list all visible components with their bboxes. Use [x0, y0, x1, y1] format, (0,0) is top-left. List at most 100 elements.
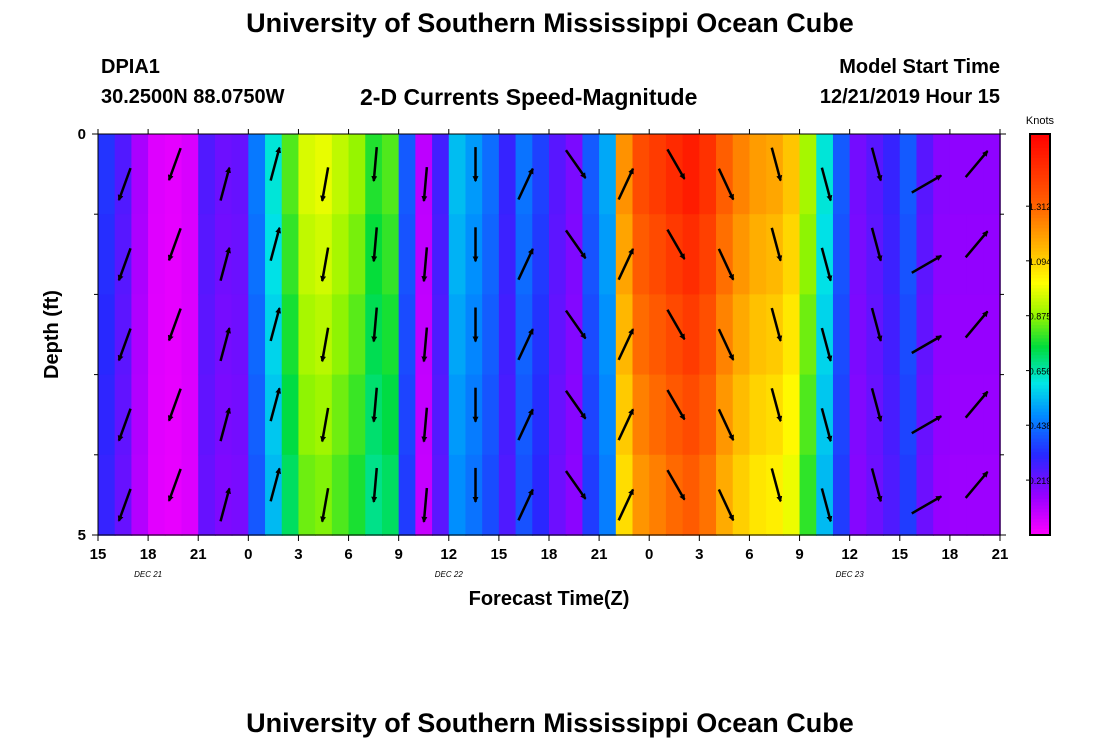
colorbar-swatch: [1030, 184, 1050, 189]
colorbar-swatch: [1030, 518, 1050, 523]
heatmap-cell: [699, 294, 717, 376]
heatmap-cell: [114, 214, 133, 296]
heatmap-cell: [398, 374, 417, 456]
heatmap-cell: [983, 214, 1001, 296]
current-arrow: [911, 254, 943, 274]
heatmap-cell: [498, 294, 517, 376]
heatmap-cell: [231, 294, 250, 376]
heatmap-cell: [766, 374, 784, 456]
current-arrow: [117, 167, 132, 202]
colorbar-swatch: [1030, 324, 1050, 329]
heatmap-cell: [498, 454, 517, 536]
heatmap-cell: [649, 214, 667, 296]
colorbar-swatch: [1030, 521, 1050, 526]
heatmap-cell: [131, 134, 149, 215]
station-id: DPIA1: [101, 56, 160, 78]
heatmap-cell: [415, 214, 433, 296]
heatmap-cell: [849, 214, 868, 296]
model-start-label: Model Start Time: [839, 56, 1000, 78]
colorbar-swatch: [1030, 514, 1050, 519]
heatmap-cell: [181, 454, 200, 536]
heatmap-cell: [832, 214, 851, 296]
heatmap-cell: [699, 134, 717, 215]
colorbar-swatch: [1030, 154, 1050, 158]
heatmap-cell: [832, 374, 851, 456]
current-arrow: [617, 167, 635, 201]
heatmap-cell: [883, 294, 901, 376]
colorbar-swatch: [1030, 441, 1050, 446]
colorbar-swatch: [1030, 137, 1050, 142]
colorbar-swatch: [1030, 281, 1050, 285]
current-arrow: [320, 487, 330, 523]
heatmap-cell: [315, 454, 333, 536]
heatmap-cell: [549, 214, 567, 296]
heatmap-cell: [331, 294, 350, 376]
current-arrow: [117, 328, 132, 362]
colorbar-swatch: [1030, 150, 1050, 155]
x-tick-label: 3: [695, 546, 703, 563]
x-tick-label: 9: [394, 546, 402, 563]
current-arrow: [517, 328, 534, 361]
colorbar-swatch: [1030, 361, 1050, 366]
heatmap-cell: [482, 454, 500, 536]
colorbar-swatch: [1030, 371, 1050, 376]
current-arrow: [320, 247, 330, 283]
heatmap-cell: [114, 134, 133, 215]
y-axis-label: Depth (ft): [41, 290, 63, 379]
current-arrow: [911, 174, 943, 194]
colorbar-swatch: [1030, 401, 1050, 406]
colorbar-swatch: [1030, 180, 1050, 185]
heatmap-cell: [749, 454, 767, 536]
heatmap-cell: [98, 214, 116, 296]
current-arrow: [219, 246, 231, 282]
colorbar-swatch: [1030, 200, 1050, 205]
heatmap-cell: [98, 454, 116, 536]
heatmap-cell: [248, 454, 266, 536]
current-arrow: [666, 469, 686, 501]
heatmap-cell: [164, 134, 183, 215]
current-arrow: [964, 230, 989, 259]
current-arrow: [167, 147, 182, 182]
current-arrow: [371, 227, 379, 263]
heatmap-cell: [916, 454, 934, 536]
heatmap-cell: [599, 294, 617, 376]
current-arrow: [666, 228, 686, 260]
heatmap-cell: [832, 454, 851, 536]
x-tick-label: 18: [942, 546, 959, 563]
colorbar-swatch: [1030, 351, 1050, 356]
colorbar-swatch: [1030, 297, 1050, 302]
current-vectors: [117, 146, 989, 523]
heatmap-cell: [949, 214, 968, 296]
heatmap-cell: [582, 134, 600, 215]
heatmap-cell: [114, 454, 133, 536]
heatmap-cell: [949, 454, 968, 536]
colorbar-swatch: [1030, 170, 1050, 175]
colorbar-swatch: [1030, 337, 1050, 342]
colorbar-swatch: [1030, 494, 1050, 499]
heatmap-cell: [582, 294, 600, 376]
heatmap-cell: [766, 454, 784, 536]
current-arrow: [421, 167, 429, 203]
colorbar-swatch: [1030, 471, 1050, 476]
colorbar-swatch: [1030, 484, 1050, 489]
heatmap-cell: [983, 374, 1001, 456]
heatmap-cell: [532, 374, 550, 456]
colorbar-frame: [1029, 133, 1051, 536]
heatmap-cell: [265, 294, 283, 376]
heatmap-cell: [699, 454, 717, 536]
heatmap-cell: [331, 214, 350, 296]
heatmap-cell: [231, 134, 250, 215]
current-arrow: [320, 167, 330, 202]
current-arrow: [564, 149, 587, 179]
colorbar-swatch: [1030, 250, 1050, 255]
heatmap-cell: [899, 294, 918, 376]
heatmap-cell: [983, 294, 1001, 376]
heatmap-cell: [532, 454, 550, 536]
heatmap-cell: [198, 134, 216, 215]
heatmap-cell: [198, 374, 216, 456]
colorbar-swatch: [1030, 194, 1050, 199]
heatmap-cell: [281, 214, 300, 296]
heatmap-cell: [448, 374, 467, 456]
heatmap-cell: [181, 134, 200, 215]
y-tick-label: 0: [78, 126, 86, 143]
